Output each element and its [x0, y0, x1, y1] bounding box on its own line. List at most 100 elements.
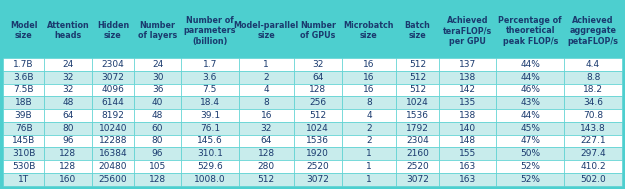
Text: Number
of layers: Number of layers: [138, 21, 178, 40]
Bar: [44, 96, 92, 109]
Text: 39.1: 39.1: [200, 111, 220, 120]
Text: 2: 2: [366, 136, 372, 146]
Text: Achieved
aggregate
petaFLOP/s: Achieved aggregate petaFLOP/s: [568, 16, 619, 46]
Text: 8: 8: [366, 98, 372, 107]
Text: 20480: 20480: [99, 162, 127, 171]
Text: 25600: 25600: [99, 175, 127, 184]
Text: 48: 48: [152, 111, 163, 120]
Bar: [239, 3, 294, 58]
Bar: [92, 122, 134, 135]
Text: 138: 138: [459, 111, 476, 120]
Bar: [439, 84, 496, 96]
Text: 24: 24: [62, 60, 74, 69]
Text: 512: 512: [258, 175, 275, 184]
Bar: [294, 3, 342, 58]
Text: 44%: 44%: [520, 111, 540, 120]
Text: 44%: 44%: [520, 60, 540, 69]
Text: 1: 1: [366, 149, 372, 158]
Bar: [439, 3, 496, 58]
Text: 3072: 3072: [101, 73, 124, 82]
Text: 1: 1: [366, 175, 372, 184]
Text: 76.1: 76.1: [200, 124, 220, 133]
Text: 3.6B: 3.6B: [13, 73, 34, 82]
Bar: [181, 96, 239, 109]
Bar: [134, 84, 181, 96]
Text: 280: 280: [258, 162, 275, 171]
Text: 32: 32: [62, 85, 74, 94]
Text: 2304: 2304: [406, 136, 429, 146]
Bar: [239, 84, 294, 96]
Text: Model-parallel
size: Model-parallel size: [234, 21, 299, 40]
Text: 16: 16: [363, 73, 374, 82]
Text: 48: 48: [62, 98, 74, 107]
Text: 52%: 52%: [520, 162, 540, 171]
Text: 2160: 2160: [406, 149, 429, 158]
Bar: [564, 109, 622, 122]
Text: 24: 24: [152, 60, 163, 69]
Bar: [496, 109, 564, 122]
Text: 105: 105: [149, 162, 166, 171]
Bar: [92, 135, 134, 147]
Bar: [396, 109, 439, 122]
Text: 310.1: 310.1: [197, 149, 223, 158]
Text: 64: 64: [62, 111, 74, 120]
Bar: [3, 96, 44, 109]
Text: 128: 128: [59, 162, 76, 171]
Bar: [564, 3, 622, 58]
Bar: [239, 173, 294, 186]
Text: 96: 96: [152, 149, 163, 158]
Bar: [44, 58, 92, 71]
Bar: [342, 147, 396, 160]
Bar: [342, 71, 396, 84]
Text: 30: 30: [152, 73, 163, 82]
Text: 8: 8: [263, 98, 269, 107]
Bar: [294, 122, 342, 135]
Text: 43%: 43%: [520, 98, 540, 107]
Text: Model
size: Model size: [10, 21, 38, 40]
Text: 256: 256: [309, 98, 326, 107]
Text: 502.0: 502.0: [580, 175, 606, 184]
Bar: [439, 147, 496, 160]
Bar: [44, 147, 92, 160]
Bar: [342, 160, 396, 173]
Text: 297.4: 297.4: [580, 149, 606, 158]
Bar: [439, 109, 496, 122]
Text: Percentage of
theoretical
peak FLOP/s: Percentage of theoretical peak FLOP/s: [498, 16, 562, 46]
Text: 227.1: 227.1: [580, 136, 606, 146]
Bar: [3, 109, 44, 122]
Bar: [342, 109, 396, 122]
Bar: [564, 122, 622, 135]
Text: Attention
heads: Attention heads: [46, 21, 89, 40]
Text: 16: 16: [363, 85, 374, 94]
Text: 32: 32: [62, 73, 74, 82]
Text: 18B: 18B: [15, 98, 32, 107]
Text: 512: 512: [409, 85, 426, 94]
Bar: [439, 135, 496, 147]
Text: 47%: 47%: [520, 136, 540, 146]
Text: 2520: 2520: [306, 162, 329, 171]
Text: 138: 138: [459, 73, 476, 82]
Bar: [3, 147, 44, 160]
Text: 80: 80: [152, 136, 163, 146]
Bar: [239, 96, 294, 109]
Bar: [396, 71, 439, 84]
Bar: [396, 96, 439, 109]
Bar: [564, 147, 622, 160]
Bar: [3, 71, 44, 84]
Bar: [342, 96, 396, 109]
Text: 32: 32: [261, 124, 272, 133]
Text: Batch
size: Batch size: [404, 21, 431, 40]
Text: 76B: 76B: [15, 124, 32, 133]
Bar: [342, 84, 396, 96]
Bar: [3, 160, 44, 173]
Bar: [564, 71, 622, 84]
Bar: [396, 3, 439, 58]
Text: 46%: 46%: [520, 85, 540, 94]
Text: 145B: 145B: [12, 136, 35, 146]
Bar: [239, 160, 294, 173]
Bar: [44, 160, 92, 173]
Text: 60: 60: [152, 124, 163, 133]
Text: 1024: 1024: [306, 124, 329, 133]
Bar: [342, 3, 396, 58]
Text: 36: 36: [152, 85, 163, 94]
